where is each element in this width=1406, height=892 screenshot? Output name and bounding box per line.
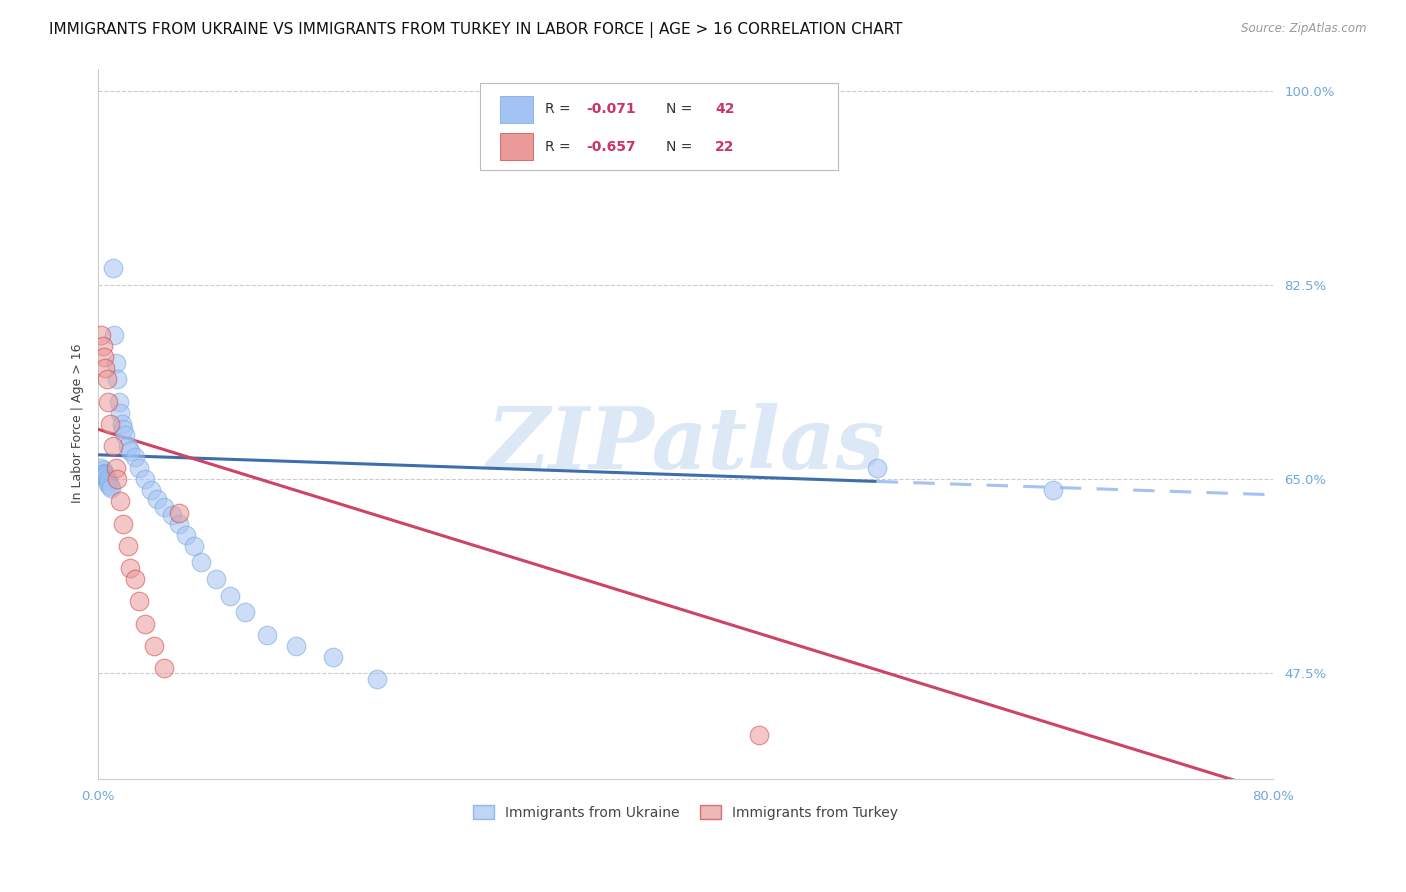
FancyBboxPatch shape xyxy=(501,133,533,161)
Point xyxy=(93,466,115,480)
Point xyxy=(91,463,114,477)
Y-axis label: In Labor Force | Age > 16: In Labor Force | Age > 16 xyxy=(72,344,84,503)
Text: Source: ZipAtlas.com: Source: ZipAtlas.com xyxy=(1241,22,1367,36)
Point xyxy=(124,450,146,464)
Text: R =: R = xyxy=(544,140,575,153)
Point xyxy=(167,516,190,531)
Text: -0.657: -0.657 xyxy=(586,140,636,153)
Text: -0.071: -0.071 xyxy=(586,103,636,116)
Point xyxy=(142,639,165,653)
Point xyxy=(108,494,131,508)
Point xyxy=(105,372,128,386)
Point xyxy=(128,461,150,475)
Text: 42: 42 xyxy=(716,103,734,116)
Point xyxy=(94,467,117,482)
Point xyxy=(120,444,142,458)
Point xyxy=(104,461,127,475)
Point xyxy=(204,572,226,586)
Point xyxy=(97,475,120,489)
Text: R =: R = xyxy=(544,103,575,116)
Text: ZIPatlas: ZIPatlas xyxy=(486,403,884,487)
Point xyxy=(103,327,125,342)
Point xyxy=(112,516,135,531)
Text: 22: 22 xyxy=(716,140,734,153)
Point xyxy=(98,417,121,431)
Point xyxy=(134,616,156,631)
Text: IMMIGRANTS FROM UKRAINE VS IMMIGRANTS FROM TURKEY IN LABOR FORCE | AGE > 16 CORR: IMMIGRANTS FROM UKRAINE VS IMMIGRANTS FR… xyxy=(49,22,903,38)
Point xyxy=(91,339,114,353)
Text: N =: N = xyxy=(665,140,696,153)
Point xyxy=(93,350,115,364)
Point xyxy=(139,483,162,498)
Point xyxy=(183,539,205,553)
Point xyxy=(256,627,278,641)
Point xyxy=(1042,483,1064,498)
Point xyxy=(104,356,127,370)
Point xyxy=(93,467,115,481)
Point xyxy=(94,470,117,484)
Point xyxy=(285,639,308,653)
FancyBboxPatch shape xyxy=(479,84,838,170)
Text: N =: N = xyxy=(665,103,696,116)
Point xyxy=(100,481,122,495)
Point xyxy=(120,561,142,575)
Point xyxy=(97,394,120,409)
Point xyxy=(111,417,134,431)
Point xyxy=(108,406,131,420)
Point xyxy=(96,472,118,486)
Point xyxy=(96,372,118,386)
FancyBboxPatch shape xyxy=(501,95,533,123)
Point xyxy=(219,589,242,603)
Point xyxy=(107,394,129,409)
Point xyxy=(128,594,150,608)
Point xyxy=(153,500,176,514)
Point xyxy=(94,361,117,376)
Point xyxy=(233,606,256,620)
Point xyxy=(90,327,112,342)
Point xyxy=(98,479,121,493)
Point xyxy=(167,506,190,520)
Point xyxy=(366,672,388,686)
Point xyxy=(117,539,139,553)
Point xyxy=(117,439,139,453)
Point xyxy=(101,261,124,276)
Point xyxy=(160,508,183,522)
Point xyxy=(190,556,212,570)
Point xyxy=(97,476,120,491)
Point xyxy=(101,439,124,453)
Point xyxy=(146,492,169,507)
Point xyxy=(153,661,176,675)
Legend: Immigrants from Ukraine, Immigrants from Turkey: Immigrants from Ukraine, Immigrants from… xyxy=(468,799,904,825)
Point xyxy=(174,527,197,541)
Point xyxy=(134,472,156,486)
Point xyxy=(90,461,112,475)
Point xyxy=(322,649,344,664)
Point xyxy=(124,572,146,586)
Point xyxy=(114,427,136,442)
Point xyxy=(112,422,135,436)
Point xyxy=(748,727,770,741)
Point xyxy=(105,472,128,486)
Point xyxy=(866,461,889,475)
